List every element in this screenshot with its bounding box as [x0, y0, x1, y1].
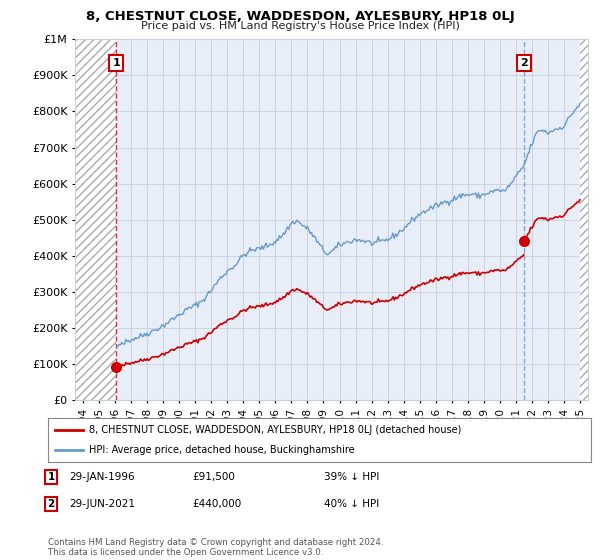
Text: 29-JAN-1996: 29-JAN-1996: [69, 472, 134, 482]
Text: Contains HM Land Registry data © Crown copyright and database right 2024.
This d: Contains HM Land Registry data © Crown c…: [48, 538, 383, 557]
Text: 2: 2: [47, 499, 55, 509]
Bar: [75, 39, 116, 400]
Text: 8, CHESTNUT CLOSE, WADDESDON, AYLESBURY, HP18 0LJ (detached house): 8, CHESTNUT CLOSE, WADDESDON, AYLESBURY,…: [89, 425, 461, 435]
Bar: [580, 39, 588, 400]
Text: £91,500: £91,500: [192, 472, 235, 482]
Bar: [580, 39, 588, 400]
Text: Price paid vs. HM Land Registry's House Price Index (HPI): Price paid vs. HM Land Registry's House …: [140, 21, 460, 31]
Bar: [75, 39, 116, 400]
Text: 40% ↓ HPI: 40% ↓ HPI: [324, 499, 379, 509]
Text: 8, CHESTNUT CLOSE, WADDESDON, AYLESBURY, HP18 0LJ: 8, CHESTNUT CLOSE, WADDESDON, AYLESBURY,…: [86, 10, 514, 23]
Text: 1: 1: [112, 58, 120, 68]
Text: 1: 1: [47, 472, 55, 482]
Text: 39% ↓ HPI: 39% ↓ HPI: [324, 472, 379, 482]
Text: HPI: Average price, detached house, Buckinghamshire: HPI: Average price, detached house, Buck…: [89, 445, 355, 455]
Text: 29-JUN-2021: 29-JUN-2021: [69, 499, 135, 509]
Text: 2: 2: [520, 58, 528, 68]
Text: £440,000: £440,000: [192, 499, 241, 509]
